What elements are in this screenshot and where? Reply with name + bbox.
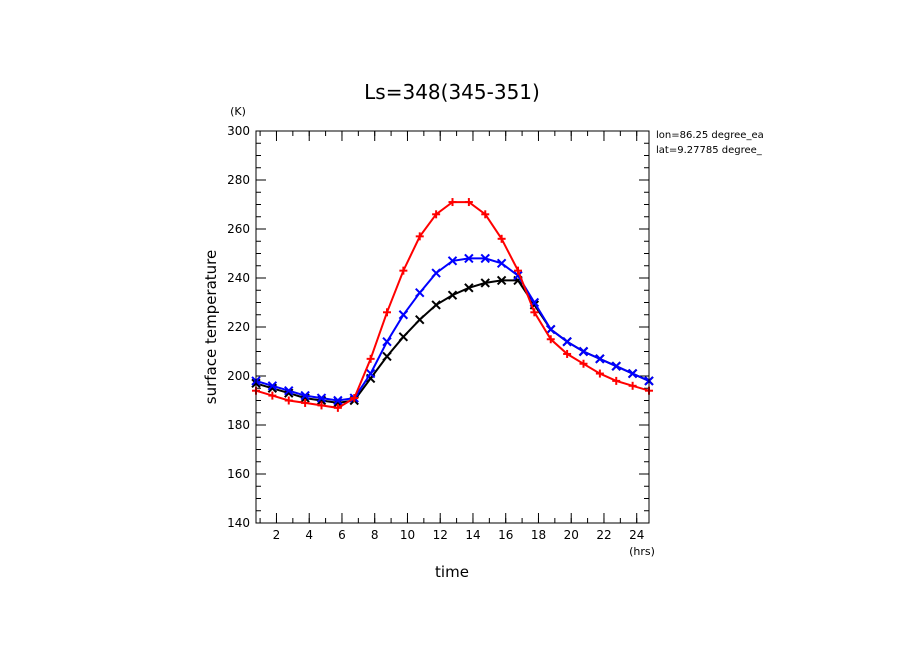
data-point [268,391,277,400]
data-point [496,258,507,269]
data-point [611,361,621,371]
x-tick-label: 14 [465,528,480,542]
y-tick-label: 140 [227,516,250,530]
x-tick-label: 18 [531,528,546,542]
data-point [447,290,458,300]
x-tick-label: 10 [400,528,415,542]
axes: 2 4 6 8 10 12 14 16 18 20 22 2414016018020022024026… [227,124,649,542]
data-point [431,268,441,278]
annotation-lon: lon=86.25 degree_ea [656,130,764,141]
data-point [448,198,457,207]
data-point [464,198,473,207]
data-point [464,253,474,264]
data-point [382,351,392,362]
data-point [579,359,588,368]
x-tick-label: 12 [433,528,448,542]
data-point [496,275,507,286]
y-tick-label: 200 [227,369,250,383]
y-tick-label: 220 [227,320,250,334]
data-point [628,381,637,390]
data-point [333,395,343,406]
data-point [464,283,474,293]
data-point [415,314,425,325]
data-point [383,308,391,317]
y-tick-label: 240 [227,271,250,285]
plot-frame [255,130,650,524]
data-point [300,390,310,401]
data-point [350,394,359,403]
data-point [563,349,572,358]
data-point [267,381,278,391]
y-tick-label: 300 [227,124,250,138]
data-point [415,232,424,241]
series-1-line [255,201,650,409]
y-unit-label: (K) [230,105,246,118]
y-tick-label: 260 [227,222,250,236]
x-tick-label: 20 [564,528,579,542]
x-tick-label: 6 [338,528,346,542]
data-point [415,287,425,298]
x-tick-label: 2 [273,528,281,542]
data-point [366,354,375,363]
x-tick-label: 24 [629,528,644,542]
data-point [365,368,376,379]
data-point [432,210,441,219]
data-point [284,385,294,396]
data-point [398,310,409,320]
annotation-lat: lat=9.27785 degree_ [656,145,763,156]
data-point [316,393,327,403]
data-point [398,332,409,342]
y-tick-label: 180 [227,418,250,432]
y-tick-label: 280 [227,173,250,187]
data-point [530,308,539,317]
data-point [578,346,589,357]
series-2-line [255,257,650,402]
y-tick-label: 160 [227,467,250,481]
data-point [514,266,522,275]
data-point [595,369,604,378]
x-tick-label: 22 [596,528,611,542]
data-point [497,234,506,243]
data-point [546,324,556,335]
data-point [546,335,555,344]
data-point [431,300,441,310]
data-point [284,396,293,405]
data-point [480,278,490,288]
data-point [595,354,605,364]
series-3 [251,275,654,408]
series-1 [252,198,653,412]
data-point [317,401,326,410]
data-point [382,336,392,347]
x-tick-label: 16 [498,528,513,542]
x-unit-label: (hrs) [629,545,655,558]
series-2 [251,253,654,406]
x-axis-label: time [435,563,469,581]
data-point [612,376,621,385]
data-point [301,398,310,407]
data-point [399,266,408,275]
data-point [481,210,490,219]
series-layer [251,198,654,412]
x-tick-label: 8 [371,528,379,542]
chart-title: Ls=348(345-351) [364,80,540,104]
x-tick-label: 4 [305,528,313,542]
data-point [447,256,458,266]
y-axis-label: surface temperature [202,250,220,405]
data-point [333,403,342,412]
data-point [562,336,572,347]
data-point [480,253,490,264]
data-point [627,368,638,379]
series-3-line [255,279,650,404]
